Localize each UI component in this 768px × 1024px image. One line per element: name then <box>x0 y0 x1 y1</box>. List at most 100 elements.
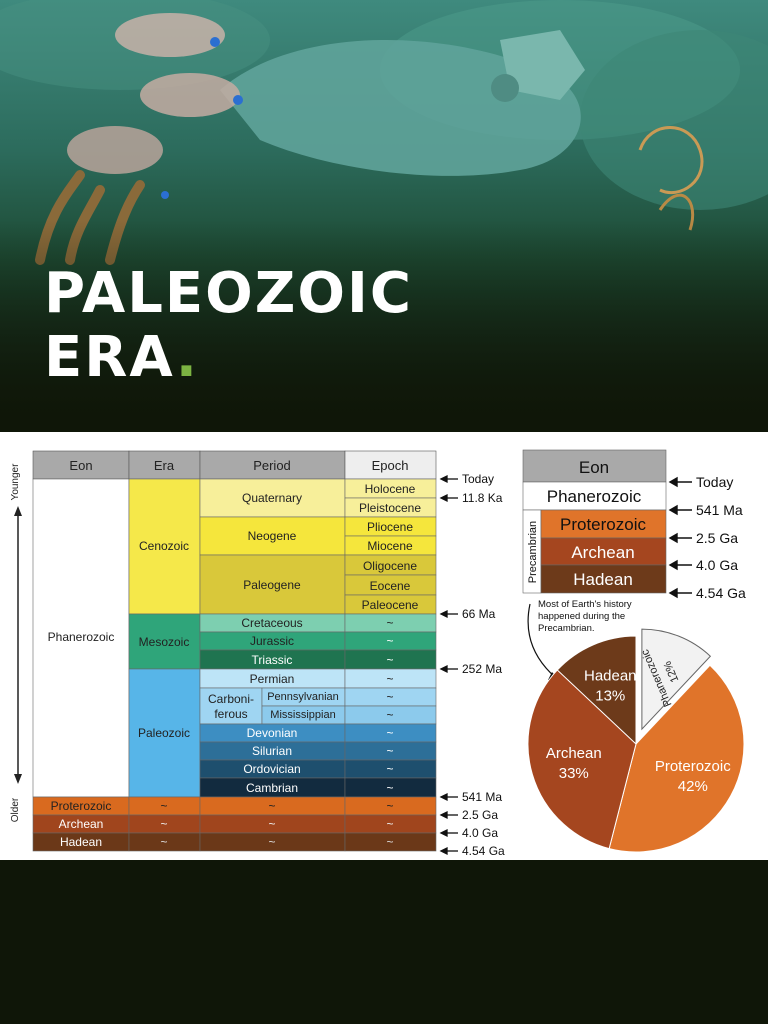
marker-arrowhead-541-ma <box>439 792 448 802</box>
period-permian: Permian <box>250 672 295 686</box>
mini-proterozoic: Proterozoic <box>560 515 646 534</box>
period-quaternary: Quaternary <box>242 491 302 505</box>
header-epoch: Epoch <box>372 458 409 473</box>
title-dot: . <box>175 325 200 390</box>
epoch-tilde-triassic: ~ <box>386 653 393 667</box>
era-cell-mesozoic <box>128 613 201 670</box>
marker-today: Today <box>462 472 494 486</box>
header-era-cell <box>128 450 201 480</box>
title-line-2: ERA. <box>44 326 413 390</box>
period-triassic: Triassic <box>252 653 293 667</box>
header-era: Era <box>154 458 175 473</box>
period-tilde-archean: ~ <box>268 817 275 831</box>
marker-66-ma: 66 Ma <box>462 607 496 621</box>
marker-arrowhead-4-0-ga <box>439 828 448 838</box>
epoch-cell-hadean <box>344 832 437 852</box>
epoch-tilde-devonian: ~ <box>386 726 393 740</box>
period-paleogene: Paleogene <box>243 578 301 592</box>
page-title: PALEOZOIC ERA. <box>44 262 413 390</box>
mini-marker-2-5-ga: 2.5 Ga <box>696 530 738 546</box>
era-cell-paleozoic <box>128 668 201 798</box>
pie-percent-hadean: 13% <box>595 688 625 705</box>
mini-cell-proterozoic <box>540 509 667 539</box>
epoch-tilde-archean: ~ <box>386 817 393 831</box>
title-era: ERA <box>44 325 176 390</box>
era-tilde-archean: ~ <box>160 817 167 831</box>
mini-arrowhead-541-ma <box>668 504 678 516</box>
axis-arrow-down <box>14 774 22 784</box>
period-cell-quaternary <box>199 478 346 518</box>
pie-label-proterozoic: Proterozoic <box>655 758 731 775</box>
axis-label-younger: Younger <box>10 463 21 501</box>
period-tilde-proterozoic: ~ <box>268 799 275 813</box>
mini-marker-4-54-ga: 4.54 Ga <box>696 585 746 601</box>
period-neogene: Neogene <box>248 529 297 543</box>
epoch-tilde-pennsylvanian: ~ <box>386 690 393 704</box>
eon-hadean: Hadean <box>60 835 102 849</box>
pie-slice-proterozoic <box>608 664 745 853</box>
pie-note-line-2: happened during the <box>538 611 625 622</box>
mini-arrowhead-today <box>668 476 678 488</box>
epoch-tilde-ordovician: ~ <box>386 762 393 776</box>
pie-slice-archean <box>527 669 637 850</box>
period-silurian: Silurian <box>252 744 292 758</box>
epoch-holocene: Holocene <box>365 482 416 496</box>
epoch-miocene: Miocene <box>367 539 413 553</box>
period-pennsylvanian: Pennsylvanian <box>267 691 339 703</box>
eon-proterozoic: Proterozoic <box>51 799 112 813</box>
pie-note-pointer <box>527 603 557 679</box>
axis-arrow-up <box>14 506 22 516</box>
mini-archean: Archean <box>571 543 634 562</box>
era-tilde-hadean: ~ <box>160 835 167 849</box>
marker-4-0-ga: 4.0 Ga <box>462 826 498 840</box>
epoch-tilde-hadean: ~ <box>386 835 393 849</box>
period-ordovician: Ordovician <box>243 762 300 776</box>
mini-marker-4-0-ga: 4.0 Ga <box>696 557 738 573</box>
pie-percent-proterozoic: 42% <box>678 778 708 795</box>
mini-header: Eon <box>579 458 609 477</box>
marker-541-ma: 541 Ma <box>462 790 502 804</box>
mini-cell-hadean <box>540 564 667 594</box>
footer-band <box>0 860 768 1024</box>
era-cell-cenozoic <box>128 478 201 615</box>
period-jurassic: Jurassic <box>250 634 294 648</box>
pie-label-archean: Archean <box>546 745 602 762</box>
period-carboniferous-line-1: Carboni- <box>208 692 254 706</box>
era-cenozoic: Cenozoic <box>139 539 189 553</box>
epoch-pleistocene: Pleistocene <box>359 501 421 515</box>
mini-arrowhead-2-5-ga <box>668 532 678 544</box>
marker-arrowhead-252-ma <box>439 664 448 674</box>
pie-slice-phanerozoic <box>641 628 712 731</box>
period-cell-neogene <box>199 516 346 556</box>
axis-label-older: Older <box>10 797 21 822</box>
period-cell-paleogene <box>199 554 346 615</box>
pie-percent-archean: 33% <box>559 765 589 782</box>
table-header <box>32 450 437 480</box>
timescale-panel: Younger Older Eon Era Period Epoch <box>0 432 768 860</box>
epoch-tilde-permian: ~ <box>386 672 393 686</box>
geologic-timescale-figure: Younger Older Eon Era Period Epoch <box>10 449 746 858</box>
epoch-tilde-silurian: ~ <box>386 744 393 758</box>
pie-note-line-3: Precambrian. <box>538 623 595 634</box>
epoch-pliocene: Pliocene <box>367 520 413 534</box>
mini-precambrian: Precambrian <box>527 521 539 583</box>
mini-marker-today: Today <box>696 474 733 490</box>
marker-arrowhead-today <box>439 474 448 484</box>
epoch-tilde-proterozoic: ~ <box>386 799 393 813</box>
period-tilde-hadean: ~ <box>268 835 275 849</box>
eon-cell-phanerozoic <box>32 478 130 798</box>
period-mississippian: Mississippian <box>270 709 335 721</box>
marker-arrowhead-66-ma <box>439 609 448 619</box>
epoch-tilde-cambrian: ~ <box>386 781 393 795</box>
cambrian-sea-illustration <box>0 0 768 432</box>
header-period: Period <box>253 458 291 473</box>
marker-2-5-ga: 2.5 Ga <box>462 808 498 822</box>
mini-marker-541-ma: 541 Ma <box>696 502 743 518</box>
mini-cell-archean <box>540 537 667 566</box>
header-eon: Eon <box>69 458 92 473</box>
mini-arrowhead-4-54-ga <box>668 587 678 599</box>
era-paleozoic: Paleozoic <box>138 726 190 740</box>
epoch-oligocene: Oligocene <box>363 559 417 573</box>
